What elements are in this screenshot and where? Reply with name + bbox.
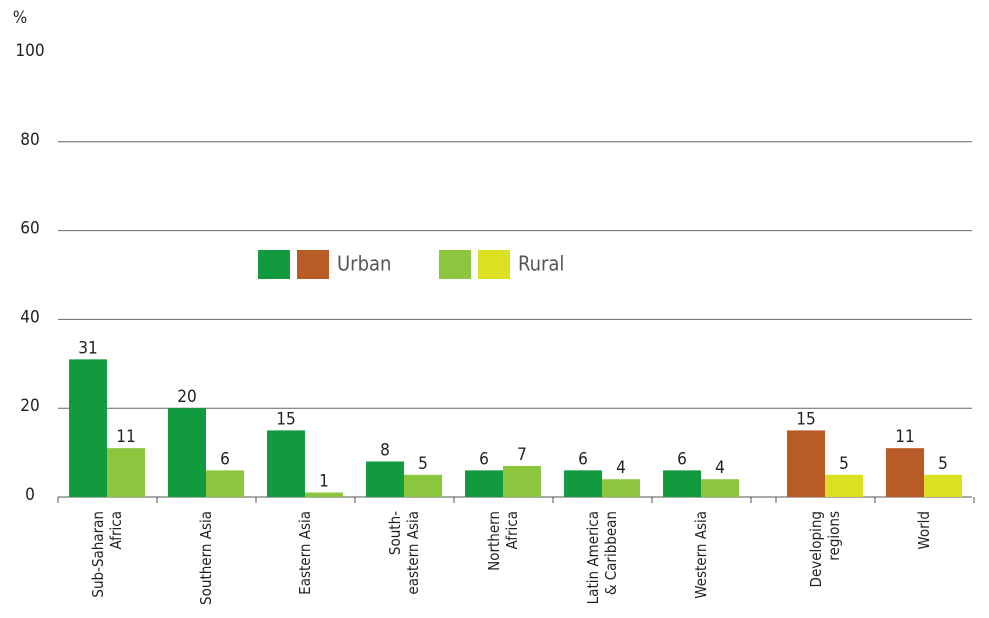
bar (602, 479, 640, 497)
y-axis-label: % (13, 8, 28, 28)
bar (206, 470, 244, 497)
bar (503, 465, 541, 497)
value-label: 1 (319, 472, 329, 492)
value-label: 7 (517, 445, 527, 465)
legend-label: Rural (518, 252, 564, 276)
value-label: 6 (578, 449, 588, 469)
bar (366, 461, 404, 497)
x-tick-label: World (915, 511, 933, 550)
bar (701, 479, 739, 497)
legend-swatch (297, 250, 329, 279)
x-tick-label: & Caribbean (602, 511, 620, 595)
x-tick-label: regions (825, 511, 843, 561)
value-label: 5 (938, 454, 948, 474)
bar (663, 470, 701, 497)
value-label: 6 (220, 449, 230, 469)
x-tick-label: Latin America (584, 511, 602, 604)
value-label: 20 (177, 387, 196, 407)
bar (267, 430, 305, 497)
legend-label: Urban (337, 252, 391, 276)
y-tick-label: 20 (20, 396, 39, 416)
x-tick-label: Africa (503, 511, 521, 549)
bar (69, 359, 107, 497)
bar (107, 448, 145, 497)
bar (465, 470, 503, 497)
x-tick-label: Northern (485, 511, 503, 571)
bar (787, 430, 825, 497)
value-label: 11 (895, 427, 914, 447)
value-label: 8 (380, 440, 390, 460)
value-label: 4 (616, 458, 626, 478)
value-label: 31 (78, 338, 97, 358)
value-label: 6 (677, 449, 687, 469)
y-tick-label: 80 (20, 130, 39, 150)
value-label: 5 (839, 454, 849, 474)
x-tick-label: Africa (107, 511, 125, 549)
value-label: 4 (715, 458, 725, 478)
x-tick-label: South- (386, 511, 404, 555)
x-tick-label: Sub-Saharan (89, 511, 107, 598)
x-tick-label: Western Asia (692, 511, 710, 599)
legend-swatch (258, 250, 290, 279)
x-tick-label: eastern Asia (404, 511, 422, 595)
bar (886, 448, 924, 497)
value-label: 6 (479, 449, 489, 469)
value-label: 15 (276, 409, 295, 429)
bar (305, 492, 343, 497)
y-tick-label: 40 (20, 307, 39, 327)
y-tick-label: 100 (15, 41, 44, 61)
bar (564, 470, 602, 497)
x-tick-label: Developing (807, 511, 825, 587)
legend-swatch (478, 250, 510, 279)
bar (168, 408, 206, 497)
bar (825, 474, 863, 497)
value-label: 5 (418, 454, 428, 474)
y-tick-label: 0 (25, 485, 35, 505)
value-label: 15 (796, 409, 815, 429)
bar (404, 474, 442, 497)
legend-swatch (439, 250, 471, 279)
x-tick-label: Southern Asia (197, 511, 215, 605)
bar (924, 474, 962, 497)
value-label: 11 (116, 427, 135, 447)
y-tick-label: 60 (20, 219, 39, 239)
x-tick-label: Eastern Asia (296, 511, 314, 595)
